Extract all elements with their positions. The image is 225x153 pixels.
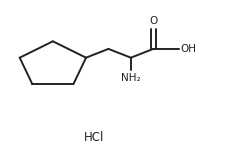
Text: NH₂: NH₂ <box>121 73 141 83</box>
Text: O: O <box>149 16 158 26</box>
Text: HCl: HCl <box>84 131 105 144</box>
Text: OH: OH <box>180 44 196 54</box>
